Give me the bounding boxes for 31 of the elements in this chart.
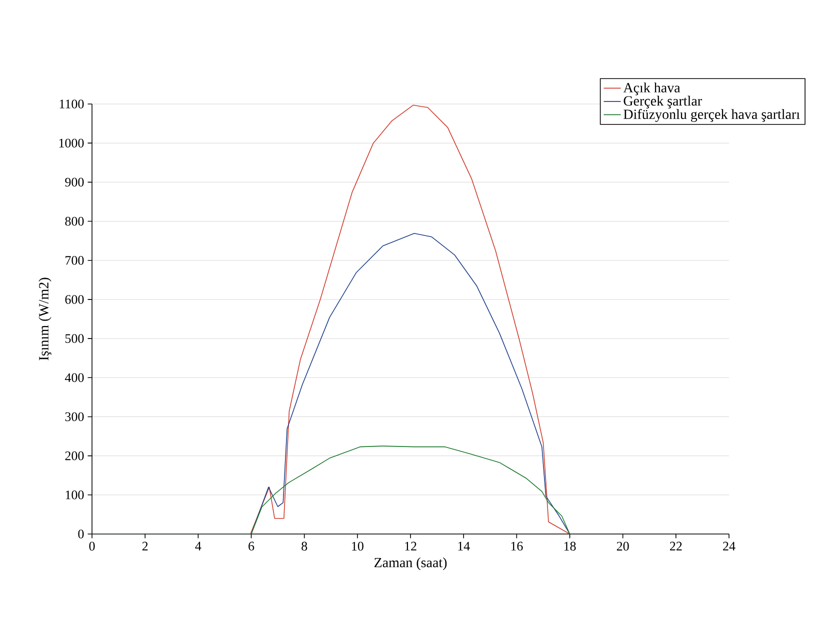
line-series <box>92 446 570 534</box>
x-tick-label: 0 <box>89 542 95 551</box>
y-tick-label: 0 <box>78 530 84 538</box>
x-tick-label: 6 <box>248 542 254 551</box>
y-tick-label: 600 <box>65 295 84 304</box>
x-tick-label: 12 <box>405 542 416 550</box>
y-tick-label: 400 <box>64 373 84 382</box>
y-tick-label: 200 <box>65 451 84 460</box>
x-tick-label: 10 <box>352 542 364 551</box>
legend-label: Difüzyonlu gerçek hava şartları <box>624 109 800 122</box>
y-tick-label: 700 <box>66 256 84 265</box>
legend-label: Gerçek şartlar <box>624 96 702 109</box>
x-tick-label: 2 <box>142 542 148 550</box>
legend-label: Açık hava <box>623 82 680 96</box>
x-tick-label: 24 <box>723 542 736 550</box>
y-tick-label: 1000 <box>59 138 84 148</box>
y-tick-label: 500 <box>65 334 84 343</box>
x-tick-label: 16 <box>511 542 523 551</box>
y-tick-label: 100 <box>66 490 84 500</box>
x-tick-label: 20 <box>616 542 629 551</box>
y-tick-label: 800 <box>65 216 84 226</box>
x-axis-title: Zaman (saat) <box>374 557 447 570</box>
x-tick-label: 8 <box>302 542 308 551</box>
y-tick-label: 300 <box>65 412 84 422</box>
x-tick-label: 14 <box>458 542 470 550</box>
y-tick-label: 900 <box>65 178 84 187</box>
y-axis-title: Işınım (W/m2) <box>38 278 52 360</box>
x-tick-label: 22 <box>670 542 682 550</box>
x-tick-label: 4 <box>195 542 202 550</box>
x-tick-label: 18 <box>564 542 576 551</box>
y-tick-label: 1100 <box>60 100 84 108</box>
